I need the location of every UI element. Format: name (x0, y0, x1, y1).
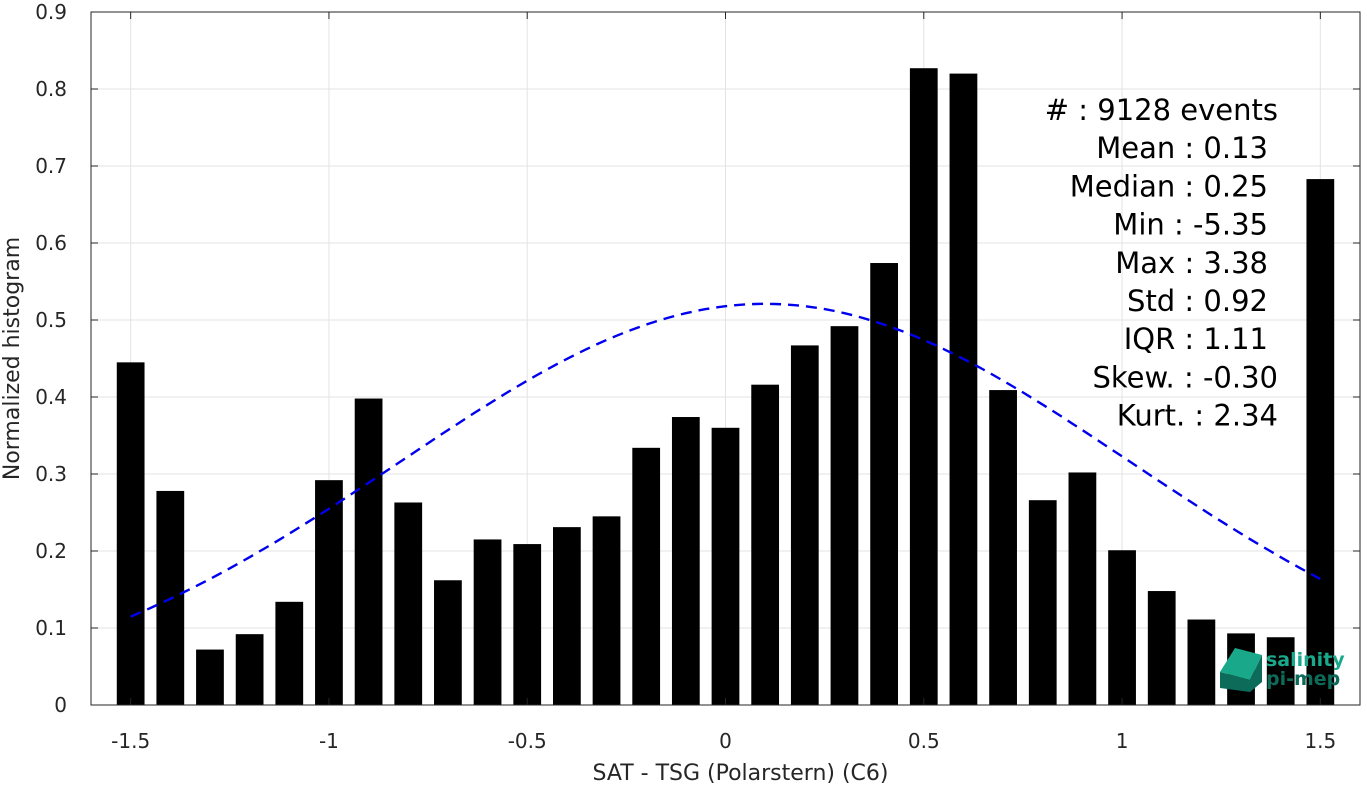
logo-cube-icon (1220, 648, 1262, 692)
y-tick-label: 0.2 (35, 539, 67, 563)
y-tick-label: 0.6 (35, 231, 67, 255)
histogram-bar (632, 447, 661, 705)
y-tick-label: 0.5 (35, 308, 67, 332)
salinity-pimep-logo: salinity pi-mep (1220, 648, 1345, 692)
stat-line: Std : 0.92 (1127, 284, 1268, 318)
histogram-bar (513, 544, 542, 705)
histogram-bar (751, 384, 780, 705)
stat-line: Kurt. : 2.34 (1117, 399, 1278, 433)
x-tick-label: 1.5 (1304, 729, 1336, 753)
logo-text-salinity: salinity (1266, 649, 1345, 671)
gaussian-fit-curve (130, 302, 1321, 618)
x-tick-label: -1.5 (111, 729, 150, 753)
stat-line: # : 9128 events (1045, 93, 1278, 127)
y-tick-label: 0.7 (35, 154, 67, 178)
histogram-bar (275, 601, 304, 705)
histogram-bar (671, 417, 700, 705)
histogram-bar (434, 580, 462, 705)
y-tick-label: 0.8 (35, 77, 67, 101)
x-axis-ticks: -1.5 -1 -0.5 0 0.5 1 1.5 (111, 12, 1336, 753)
x-tick-label: 1 (1116, 729, 1129, 753)
histogram-bar (1266, 637, 1295, 705)
histogram-bar (1108, 550, 1136, 705)
x-tick-label: -1 (319, 729, 339, 753)
stat-line: Mean : 0.13 (1096, 131, 1268, 165)
stat-line: Median : 0.25 (1070, 169, 1268, 203)
histogram-bar (354, 398, 383, 705)
histogram-bar (711, 427, 740, 705)
histogram-bar (592, 516, 621, 705)
x-tick-label: -0.5 (508, 729, 547, 753)
y-tick-label: 0.1 (35, 616, 67, 640)
histogram-bar (909, 68, 938, 705)
y-axis-label: Normalized histogram (0, 237, 25, 480)
x-axis-label: SAT - TSG (Polarstern) (C6) (592, 761, 888, 785)
y-axis-ticks: 0 0.1 0.2 0.3 0.4 0.5 0.6 0.7 0.8 0.9 (35, 0, 1360, 717)
y-tick-label: 0.3 (35, 462, 67, 486)
histogram-bar (1147, 591, 1176, 705)
histogram-bar (1187, 619, 1216, 705)
histogram-bar (116, 362, 145, 705)
histogram-bar (1306, 179, 1335, 706)
histogram-bar (1028, 500, 1057, 705)
logo-text-pimep: pi-mep (1266, 668, 1340, 690)
y-tick-label: 0.9 (35, 0, 67, 24)
histogram-bar (790, 345, 819, 705)
histogram-bar (315, 480, 343, 705)
histogram-bar (196, 649, 224, 705)
stat-line: Skew. : -0.30 (1092, 360, 1278, 394)
statistics-box: # : 9128 events Mean : 0.13 Median : 0.25 M… (1045, 93, 1278, 433)
histogram-bar (949, 73, 978, 706)
histogram-bar (235, 634, 264, 705)
histogram-bar (989, 390, 1017, 705)
y-tick-label: 0 (54, 693, 67, 717)
y-tick-label: 0.4 (35, 385, 67, 409)
stat-line: IQR : 1.11 (1124, 322, 1268, 356)
histogram-bar (552, 527, 581, 705)
histogram-bar (830, 326, 859, 705)
histogram-bar (1068, 472, 1097, 705)
stat-line: Min : -5.35 (1113, 208, 1268, 242)
bars-group (116, 68, 1335, 706)
x-tick-label: 0 (719, 729, 732, 753)
histogram-bar (394, 502, 423, 705)
x-tick-label: 0.5 (908, 729, 940, 753)
histogram-bar (473, 539, 502, 705)
stat-line: Max : 3.38 (1115, 246, 1268, 280)
histogram-bar (870, 263, 899, 705)
